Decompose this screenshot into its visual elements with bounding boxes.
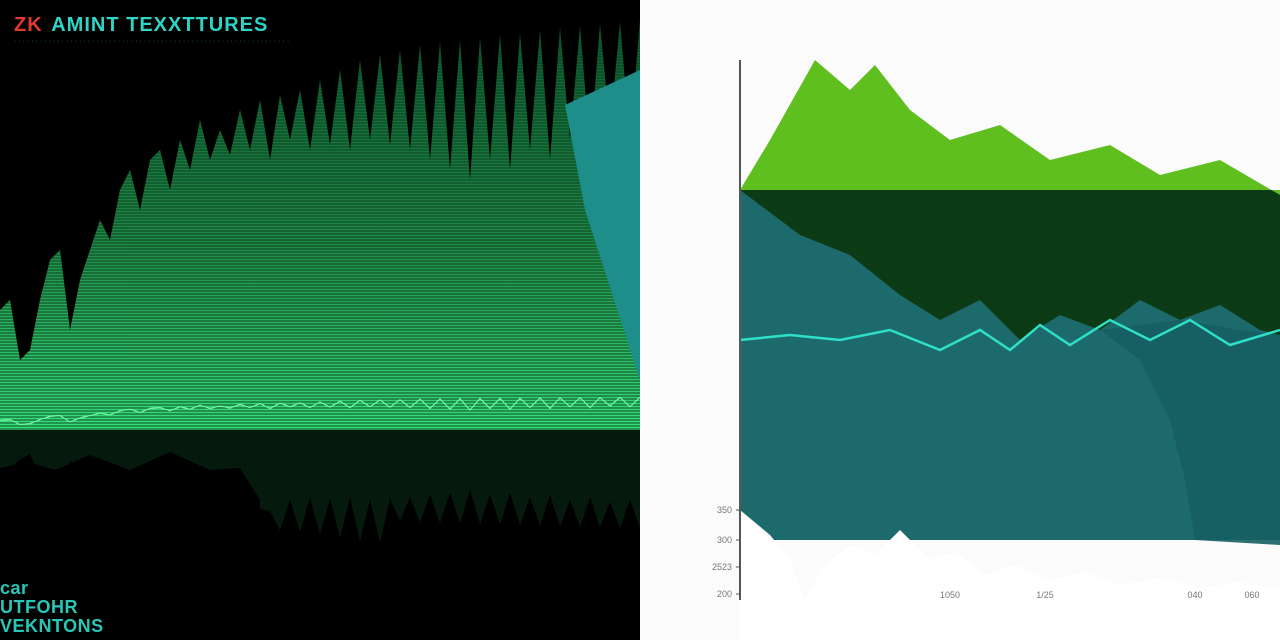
footer-line-2: UTFOHR: [0, 598, 104, 617]
right-panel: 350 300 2523 200 1050 1/25 040 060: [640, 0, 1280, 640]
y-tick-label: 2523: [712, 562, 732, 572]
brand-logo-prefix: ZK: [14, 14, 43, 37]
left-waveform-chart: [0, 0, 640, 640]
brand-block: ZK AMINT TEXXTTURES: [14, 14, 268, 37]
brand-title: AMINT TEXXTTURES: [51, 14, 268, 37]
y-tick-label: 300: [717, 535, 732, 545]
right-area-chart: 350 300 2523 200 1050 1/25 040 060: [640, 0, 1280, 640]
footer-line-3: VEKNTONS: [0, 617, 104, 636]
brand-dots: ········································…: [14, 38, 291, 45]
x-tick-label: 1050: [940, 590, 960, 600]
x-tick-label: 060: [1244, 590, 1259, 600]
x-tick-label: 040: [1187, 590, 1202, 600]
x-tick-label: 1/25: [1036, 590, 1054, 600]
footer-labels: car UTFOHR VEKNTONS: [0, 579, 104, 636]
y-tick-label: 350: [717, 505, 732, 515]
footer-line-1: car: [0, 579, 104, 598]
y-tick-label: 200: [717, 589, 732, 599]
left-panel: ZK AMINT TEXXTTURES ····················…: [0, 0, 640, 640]
